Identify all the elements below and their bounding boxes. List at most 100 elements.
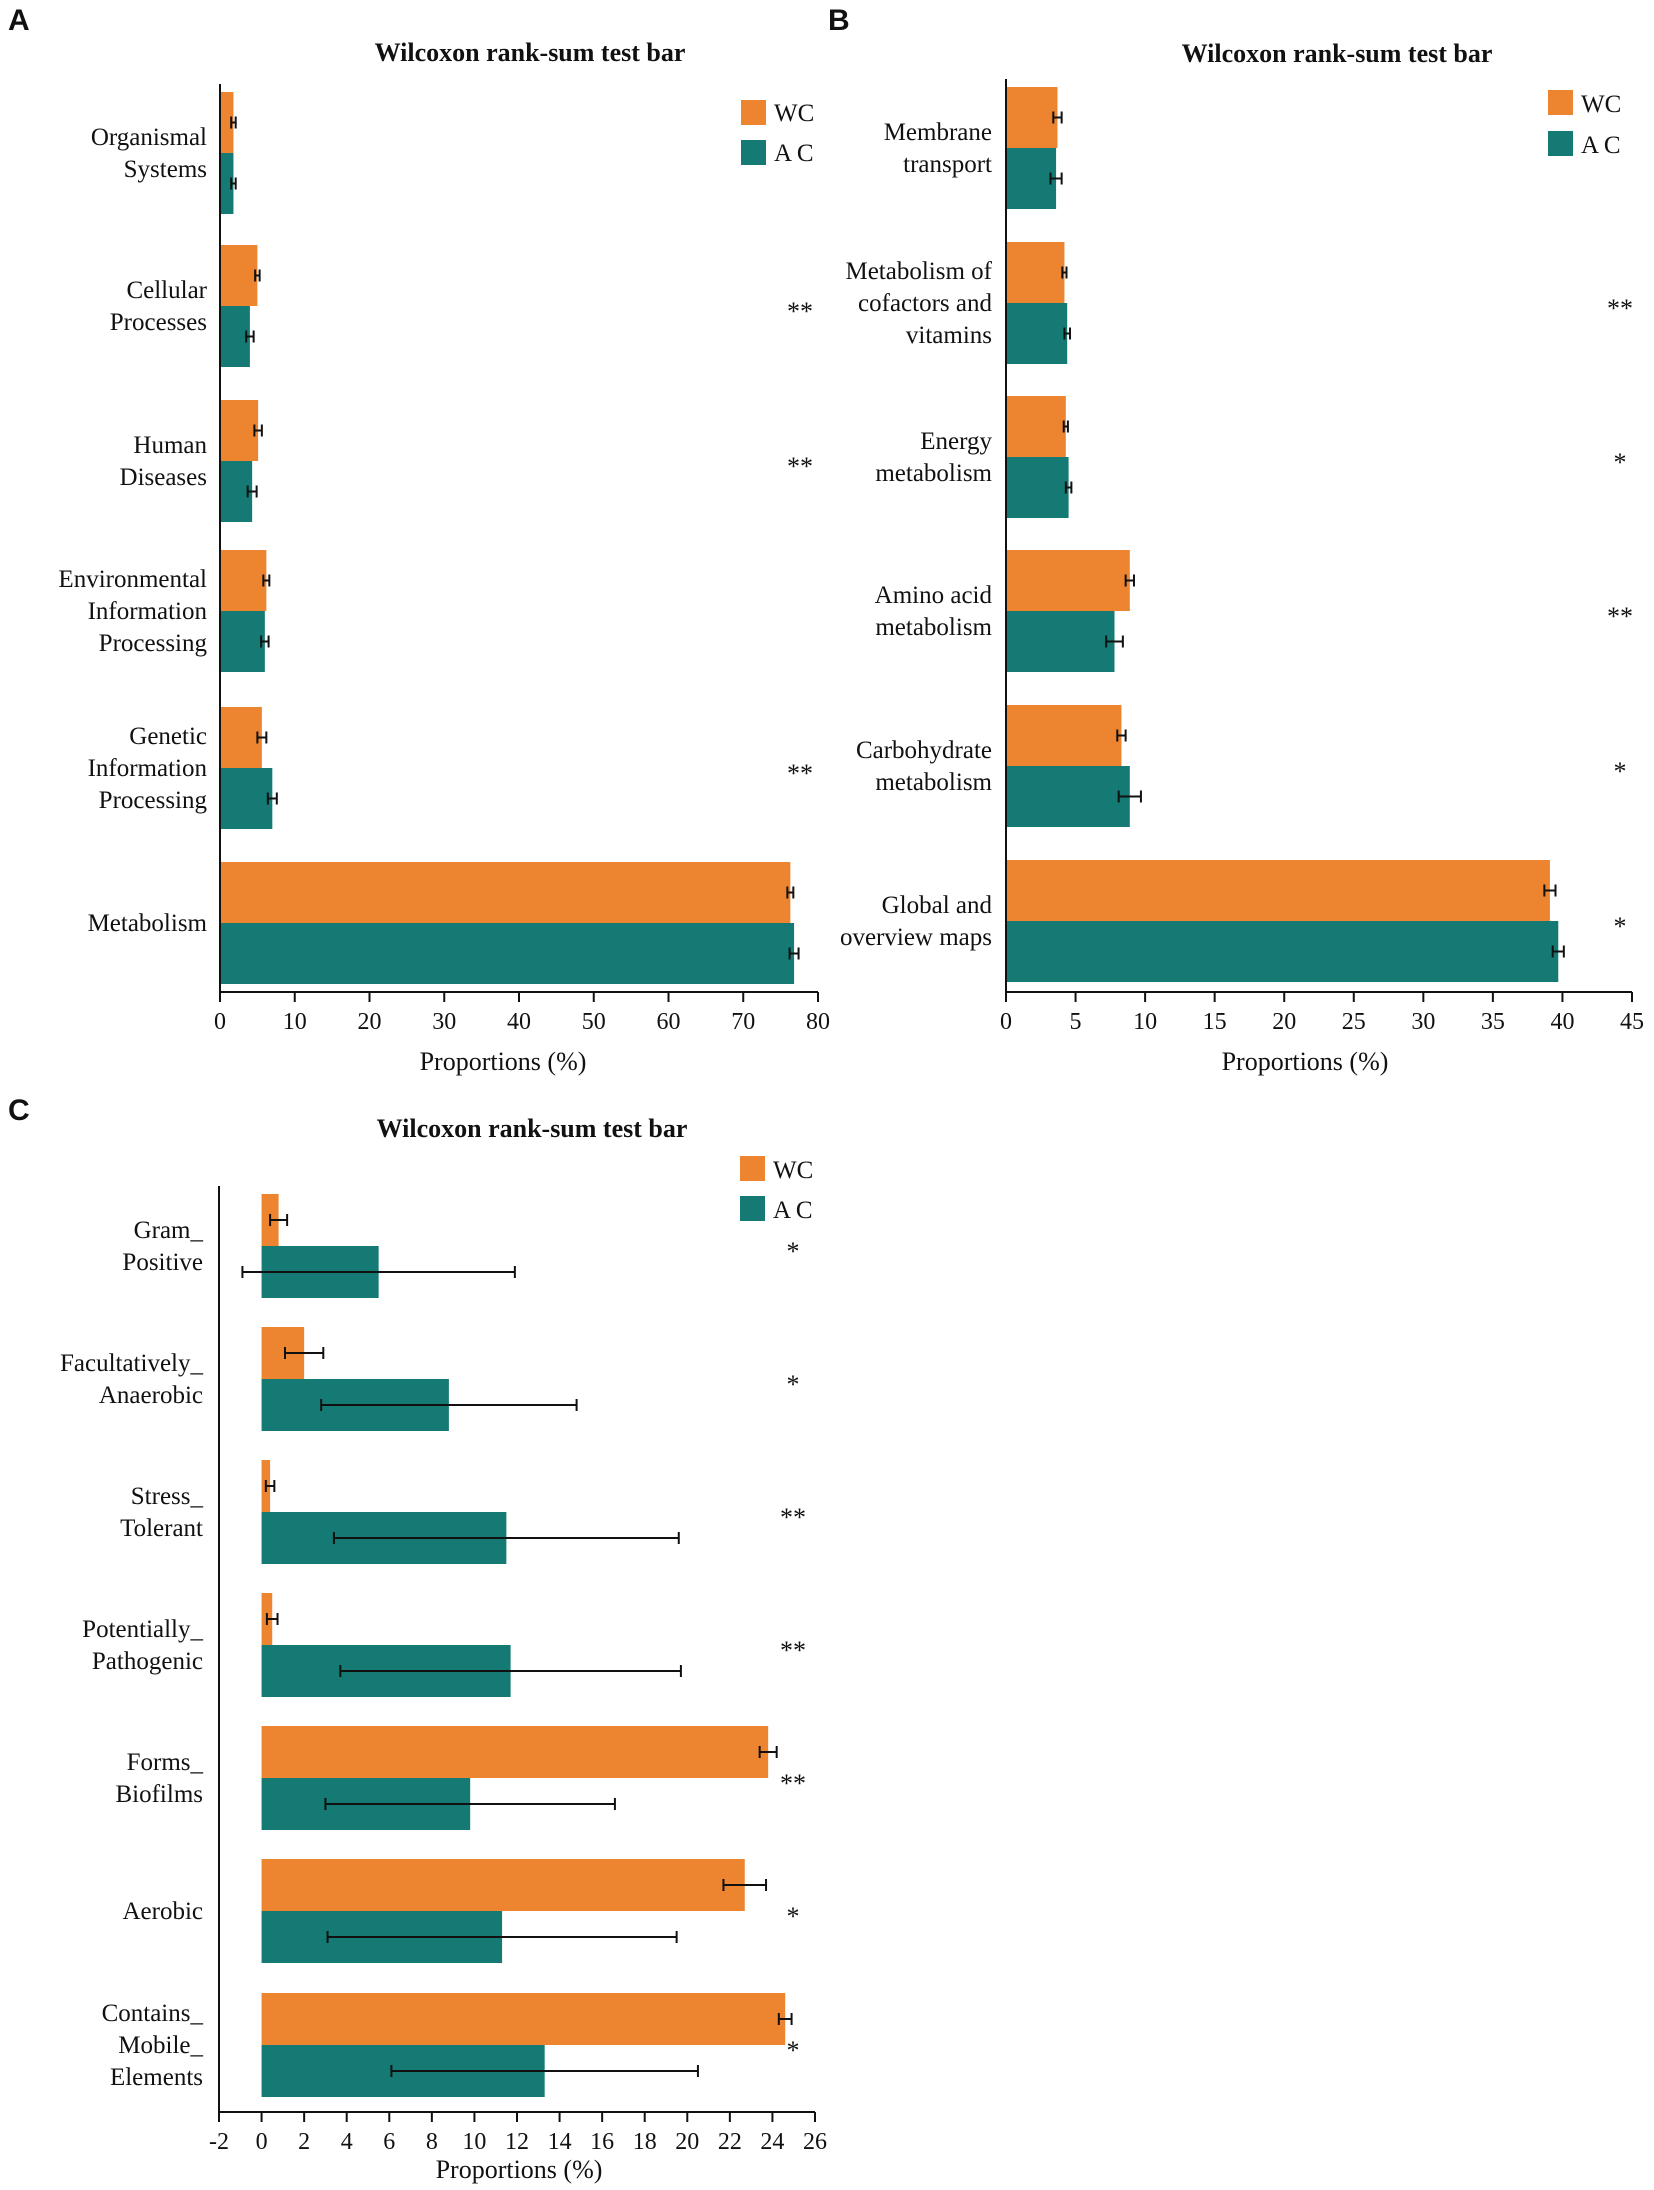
error-bar-wc-aerobic	[722, 1879, 768, 1891]
bar-wc-aerobic	[261, 1859, 745, 1911]
x-tick-label: 12	[505, 2129, 529, 2155]
x-tick-label: 26	[803, 2129, 827, 2155]
error-bar-wc-genetic-information-processing	[256, 731, 268, 744]
legend-label-wc: WC	[774, 100, 814, 127]
category-label-global-and-overview-maps: Global and overview maps	[840, 892, 993, 951]
error-bar-a-c-environmental-information-processing	[260, 635, 270, 648]
bar-wc-amino-acid-metabolism	[1006, 550, 1130, 611]
bar-wc-metabolism-of-cofactors-and-vitamins	[1006, 242, 1065, 303]
legend-swatch-wc	[741, 100, 766, 125]
error-bar-a-c-organismal-systems	[230, 177, 237, 190]
significance-marker-cellular-processes: **	[787, 297, 813, 326]
bar-a-c-cellular-processes	[220, 306, 250, 367]
error-bar-wc-gram-positive	[269, 1214, 289, 1226]
x-tick-label: 16	[590, 2129, 614, 2155]
category-label-metabolism-of-cofactors-and-vitamins: Metabolism of cofactors and vitamins	[845, 258, 992, 349]
bar-wc-global-and-overview-maps	[1006, 860, 1550, 921]
x-tick-label: 60	[657, 1009, 681, 1035]
panel-b: B Wilcoxon rank-sum test bar Proportions…	[828, 4, 1644, 1076]
significance-marker-contains-mobile-elements: *	[787, 2036, 800, 2065]
category-label-potentially-pathogenic: Potentially_ Pathogenic	[82, 1616, 203, 1675]
error-bar-a-c-potentially-pathogenic	[339, 1665, 682, 1677]
significance-marker-gram-positive: *	[787, 1237, 800, 1266]
x-tick-label: 35	[1481, 1009, 1505, 1035]
x-tick-label: 10	[1133, 1009, 1157, 1035]
error-bar-wc-human-diseases	[253, 424, 263, 437]
category-label-gram-positive: Gram_ Positive	[122, 1217, 203, 1276]
significance-marker-genetic-information-processing: **	[787, 759, 813, 788]
error-bar-a-c-genetic-information-processing	[266, 792, 278, 805]
bar-a-c-carbohydrate-metabolism	[1006, 766, 1130, 827]
bar-wc-cellular-processes	[220, 245, 258, 306]
legend-swatch-ac	[741, 140, 766, 165]
error-bar-a-c-stress-tolerant	[332, 1532, 680, 1544]
panel-a-x-axis-label: Proportions (%)	[420, 1047, 587, 1076]
category-label-cellular-processes: Cellular Processes	[110, 277, 208, 336]
category-label-human-diseases: Human Diseases	[120, 432, 208, 491]
x-tick-label: 45	[1620, 1009, 1644, 1035]
significance-marker-potentially-pathogenic: **	[780, 1636, 806, 1665]
x-tick-label: 18	[633, 2129, 657, 2155]
error-bar-a-c-global-and-overview-maps	[1551, 945, 1565, 958]
panel-a: A Wilcoxon rank-sum test bar Proportions…	[8, 4, 830, 1076]
panel-c-x-axis-label: Proportions (%)	[436, 2155, 603, 2184]
category-label-forms-biofilms: Forms_ Biofilms	[115, 1749, 203, 1808]
significance-marker-global-and-overview-maps: *	[1614, 912, 1627, 941]
x-tick-label: 4	[341, 2129, 353, 2155]
legend-swatch-ac	[1548, 131, 1573, 156]
legend-label-ac: A C	[773, 1197, 813, 1224]
significance-marker-amino-acid-metabolism: **	[1607, 602, 1633, 631]
panel-c-title: Wilcoxon rank-sum test bar	[377, 1114, 688, 1143]
error-bar-a-c-facultatively-anaerobic	[320, 1399, 578, 1411]
error-bar-a-c-aerobic	[326, 1931, 678, 1943]
category-label-genetic-information-processing: Genetic Information Processing	[88, 723, 208, 814]
panel-b-x-axis-label: Proportions (%)	[1222, 1047, 1389, 1076]
significance-marker-aerobic: *	[787, 1902, 800, 1931]
error-bar-wc-contains-mobile-elements	[777, 2013, 793, 2025]
x-tick-label: 2	[298, 2129, 310, 2155]
error-bar-wc-cellular-processes	[254, 269, 261, 282]
legend-label-wc: WC	[773, 1157, 813, 1184]
error-bar-wc-global-and-overview-maps	[1543, 884, 1557, 897]
bar-wc-membrane-transport	[1006, 87, 1058, 148]
bar-wc-genetic-information-processing	[220, 707, 262, 768]
x-tick-label: 40	[507, 1009, 531, 1035]
bar-a-c-organismal-systems	[220, 153, 234, 214]
legend-label-ac: A C	[774, 140, 814, 167]
error-bar-wc-metabolism	[786, 886, 795, 899]
error-bar-wc-facultatively-anaerobic	[283, 1347, 325, 1359]
x-tick-label: 20	[1272, 1009, 1296, 1035]
x-tick-label: 8	[426, 2129, 438, 2155]
error-bar-a-c-contains-mobile-elements	[390, 2065, 699, 2077]
category-label-aerobic: Aerobic	[122, 1898, 203, 1925]
bar-a-c-global-and-overview-maps	[1006, 921, 1559, 982]
significance-marker-forms-biofilms: **	[780, 1769, 806, 1798]
x-tick-label: 24	[760, 2129, 784, 2155]
error-bar-wc-carbohydrate-metabolism	[1116, 729, 1127, 742]
category-label-stress-tolerant: Stress_ Tolerant	[120, 1483, 203, 1542]
bar-wc-organismal-systems	[220, 92, 234, 153]
significance-marker-energy-metabolism: *	[1614, 448, 1627, 477]
x-tick-label: 0	[214, 1009, 226, 1035]
x-tick-label: 0	[256, 2129, 268, 2155]
significance-marker-stress-tolerant: **	[780, 1503, 806, 1532]
x-tick-label: 30	[432, 1009, 456, 1035]
panel-label-b: B	[828, 4, 850, 37]
x-tick-label: 20	[675, 2129, 699, 2155]
x-tick-label: 14	[548, 2129, 572, 2155]
error-bar-a-c-membrane-transport	[1049, 172, 1063, 185]
x-tick-label: 15	[1203, 1009, 1227, 1035]
x-tick-label: -2	[209, 2129, 229, 2155]
bar-wc-contains-mobile-elements	[261, 1993, 786, 2045]
bar-wc-carbohydrate-metabolism	[1006, 705, 1122, 766]
category-label-environmental-information-processing: Environmental Information Processing	[58, 566, 207, 657]
legend-label-wc: WC	[1581, 91, 1621, 118]
legend-swatch-ac	[740, 1196, 765, 1221]
x-tick-label: 10	[462, 2129, 486, 2155]
error-bar-wc-potentially-pathogenic	[265, 1613, 279, 1625]
panel-b-title: Wilcoxon rank-sum test bar	[1182, 39, 1493, 68]
significance-marker-metabolism-of-cofactors-and-vitamins: **	[1607, 294, 1633, 323]
error-bar-a-c-carbohydrate-metabolism	[1117, 790, 1142, 803]
panel-a-title: Wilcoxon rank-sum test bar	[375, 38, 686, 67]
legend-label-ac: A C	[1581, 132, 1621, 159]
